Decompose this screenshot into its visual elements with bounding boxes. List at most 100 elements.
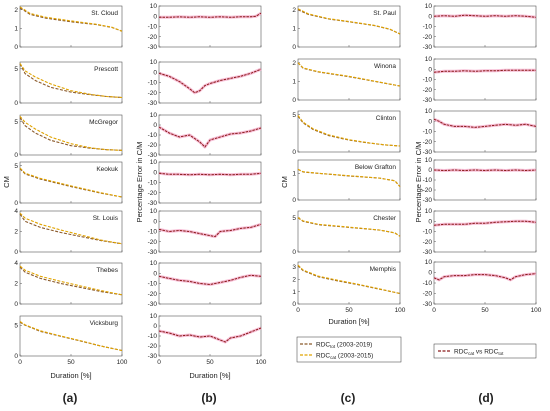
station-label: Keokuk bbox=[96, 166, 118, 173]
series-line-error bbox=[433, 220, 537, 226]
series-line-error bbox=[158, 68, 262, 94]
y-tick-label: -10 bbox=[423, 280, 433, 287]
series-line-error bbox=[433, 14, 537, 18]
panel-c-5: 0 5 Chester bbox=[292, 210, 401, 256]
panel-d-1: 10 0 -10 -20 -30 bbox=[423, 3, 537, 51]
series-line-tot bbox=[19, 63, 123, 99]
y-tick-label: -20 bbox=[148, 90, 158, 97]
x-tick-label: 50 bbox=[67, 359, 75, 366]
legend-label-tot: RDCtot (2003-2019) bbox=[316, 342, 372, 350]
y-tick-label: -20 bbox=[423, 187, 433, 194]
y-tick-label: -10 bbox=[148, 281, 158, 288]
y-tick-label: 10 bbox=[425, 208, 433, 215]
y-tick-label: 10 bbox=[425, 56, 433, 63]
y-tick-label: 0 bbox=[153, 69, 157, 76]
x-tick-label: 50 bbox=[206, 359, 214, 366]
panel-b-4: 10 0 -10 -20 -30 bbox=[148, 159, 262, 207]
station-label: Prescott bbox=[94, 66, 118, 73]
y-tick-label: 0 bbox=[428, 167, 432, 174]
series-line-cat bbox=[297, 168, 401, 188]
panel-a-2: 0 5 Prescott bbox=[14, 61, 123, 107]
panel-frame bbox=[297, 159, 401, 201]
y-tick-label: 0 bbox=[292, 301, 296, 308]
y-tick-label: 0 bbox=[14, 200, 18, 207]
station-label: Winona bbox=[374, 63, 396, 70]
x-tick-label: 50 bbox=[345, 307, 353, 314]
y-tick-label: -20 bbox=[423, 239, 433, 246]
y-tick-label: -10 bbox=[148, 333, 158, 340]
y-tick-label: -20 bbox=[148, 291, 158, 298]
x-tick-label: 100 bbox=[117, 359, 128, 366]
panel-a-3: 0 5 McGregor bbox=[14, 114, 123, 159]
panel-a-5: 0 2 4 St. Louis bbox=[14, 208, 123, 256]
panel-frame bbox=[297, 5, 401, 48]
series-line-cat bbox=[19, 167, 123, 198]
series-line-cat bbox=[297, 8, 401, 35]
x-tick-label: 50 bbox=[481, 307, 489, 314]
y-tick-label: -20 bbox=[423, 139, 433, 146]
xlabel-a: Duration [%] bbox=[50, 371, 91, 380]
xlabel-c: Duration [%] bbox=[328, 317, 369, 326]
y-tick-label: -30 bbox=[148, 100, 158, 107]
panel-frame bbox=[433, 210, 537, 253]
station-label: McGregor bbox=[89, 119, 119, 126]
y-tick-label: 1 bbox=[14, 26, 18, 33]
y-tick-label: 2 bbox=[292, 7, 296, 14]
series-line-cat bbox=[297, 115, 401, 147]
y-tick-label: 0 bbox=[14, 249, 18, 256]
y-tick-label: 2 bbox=[14, 281, 18, 288]
series-line-cat bbox=[19, 6, 123, 32]
y-tick-label: 0 bbox=[292, 249, 296, 256]
error-spread bbox=[158, 273, 262, 286]
station-label: St. Cloud bbox=[91, 10, 118, 17]
panel-b-6: 10 0 -10 -20 -30 bbox=[148, 260, 262, 308]
y-tick-label: -20 bbox=[148, 239, 158, 246]
panels: 0 1 2 St. Cloud 0 5 Prescott 0 5 McGregor 0 5 Keokuk… bbox=[14, 3, 541, 366]
series-line-tot bbox=[19, 266, 123, 296]
sublabel-d: (d) bbox=[478, 391, 493, 405]
x-tick-label: 100 bbox=[256, 359, 267, 366]
y-tick-label: 5 bbox=[14, 322, 18, 329]
station-label: Thebes bbox=[96, 267, 118, 274]
station-label: Memphis bbox=[370, 266, 397, 273]
series-line-error bbox=[158, 327, 262, 343]
y-tick-label: 10 bbox=[150, 208, 158, 215]
y-tick-label: 2 bbox=[14, 7, 18, 14]
y-tick-label: -10 bbox=[148, 180, 158, 187]
panel-frame bbox=[19, 161, 123, 204]
legend-c: RDCtot (2003-2019) RDCcat (2003-2015) bbox=[296, 336, 402, 363]
y-tick-label: 0 bbox=[292, 44, 296, 51]
panel-b-2: 10 0 -10 -20 -30 bbox=[148, 59, 262, 107]
y-tick-label: 0 bbox=[153, 13, 157, 20]
series-line-error bbox=[158, 172, 262, 176]
series-line-cat bbox=[19, 265, 123, 296]
y-tick-label: -20 bbox=[423, 291, 433, 298]
station-label: Below Grafton bbox=[355, 164, 397, 171]
panel-frame bbox=[297, 210, 401, 253]
panel-c-6: 0 1 2 3 0 50 100 Memphis bbox=[292, 261, 406, 314]
series-line-cat bbox=[297, 217, 401, 237]
y-tick-label: -20 bbox=[423, 87, 433, 94]
panel-frame bbox=[433, 5, 537, 48]
y-tick-label: -10 bbox=[423, 177, 433, 184]
y-tick-label: -10 bbox=[423, 77, 433, 84]
series-line-error bbox=[433, 69, 536, 73]
y-tick-label: 0 bbox=[14, 353, 18, 360]
y-tick-label: 2 bbox=[14, 229, 18, 236]
y-tick-label: 0 bbox=[428, 13, 432, 20]
x-tick-label: 0 bbox=[432, 307, 436, 314]
x-tick-label: 100 bbox=[395, 307, 406, 314]
series-line-error bbox=[433, 273, 537, 281]
y-tick-label: 0 bbox=[153, 122, 157, 129]
y-tick-label: 10 bbox=[425, 108, 433, 115]
panel-frame bbox=[158, 161, 262, 204]
y-tick-label: 0 bbox=[14, 301, 18, 308]
y-tick-label: 0 bbox=[292, 197, 296, 204]
y-tick-label: 0 bbox=[153, 270, 157, 277]
y-tick-label: 10 bbox=[150, 112, 158, 119]
y-tick-label: 1 bbox=[292, 79, 296, 86]
station-label: St. Louis bbox=[93, 215, 119, 222]
y-tick-label: -30 bbox=[148, 44, 158, 51]
y-tick-label: -10 bbox=[148, 132, 158, 139]
panel-frame bbox=[297, 58, 401, 101]
